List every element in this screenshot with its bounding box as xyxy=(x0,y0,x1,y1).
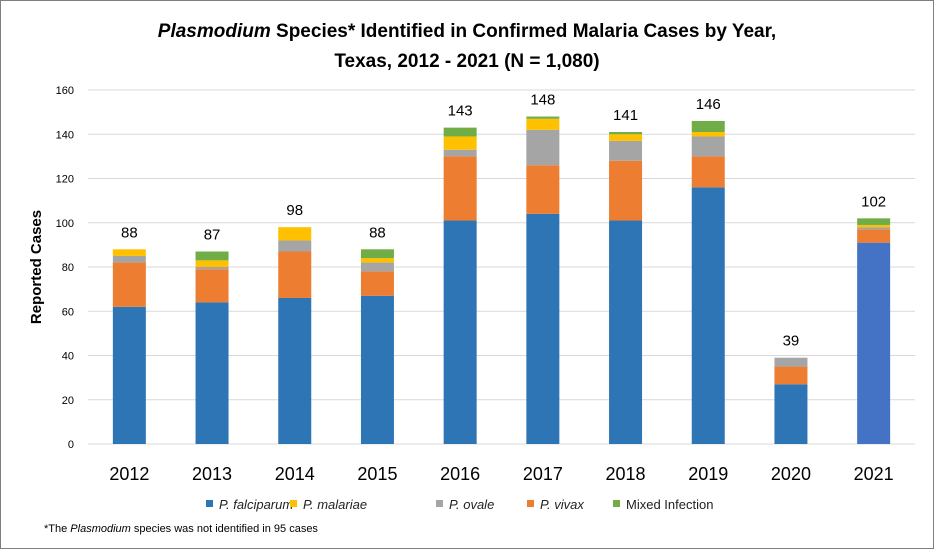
bar-segment-mixed-infection xyxy=(691,120,725,133)
legend-swatch xyxy=(206,500,213,507)
total-data-label: 102 xyxy=(861,193,886,210)
legend-swatch xyxy=(290,500,297,507)
x-tick-label: 2016 xyxy=(440,464,480,484)
bar-segment-p-falciparum xyxy=(857,242,891,444)
bar-segment-p-vivax xyxy=(526,165,560,214)
bar-segment-mixed-infection xyxy=(195,251,229,261)
chart-title-line1: Plasmodium Species* Identified in Confir… xyxy=(158,21,776,42)
bar-segment-p-ovale xyxy=(112,255,146,263)
title-rest: Species* Identified in Confirmed Malaria… xyxy=(271,21,776,42)
bar-segment-p-vivax xyxy=(691,156,725,188)
y-tick-label: 60 xyxy=(62,306,74,318)
legend-swatch xyxy=(527,500,534,507)
total-data-label: 143 xyxy=(448,103,473,120)
y-tick-label: 0 xyxy=(68,439,74,451)
x-tick-label: 2017 xyxy=(523,464,563,484)
legend-label: P. vivax xyxy=(540,497,584,512)
total-data-label: 146 xyxy=(696,96,721,113)
chart-title-line2: Texas, 2012 - 2021 (N = 1,080) xyxy=(334,51,599,72)
bar-segment-mixed-infection xyxy=(609,132,643,135)
y-axis-label: Reported Cases xyxy=(28,210,45,324)
legend-label: P. ovale xyxy=(449,497,494,512)
bar-segment-p-malariae xyxy=(857,224,891,228)
bar-segment-p-malariae xyxy=(526,118,560,130)
legend-item: P. falciparum xyxy=(206,497,293,512)
x-tick-label: 2021 xyxy=(854,464,894,484)
bar-segment-p-malariae xyxy=(691,132,725,137)
legend-label: P. falciparum xyxy=(219,497,293,512)
legend-item: P. vivax xyxy=(527,497,584,512)
y-tick-label: 80 xyxy=(62,262,74,274)
legend-label: P. malariae xyxy=(303,497,367,512)
bar-segment-p-vivax xyxy=(195,269,229,303)
bar-segment-mixed-infection xyxy=(526,116,560,119)
bar-segment-p-falciparum xyxy=(360,295,394,444)
y-tick-label: 40 xyxy=(62,351,74,363)
bar-segment-p-malariae xyxy=(443,136,477,150)
total-data-label: 141 xyxy=(613,107,638,124)
bar-segment-p-vivax xyxy=(774,366,808,385)
bar-segment-p-malariae xyxy=(112,249,146,256)
bar-segment-p-vivax xyxy=(112,262,146,307)
x-tick-label: 2014 xyxy=(275,464,315,484)
y-tick-label: 100 xyxy=(56,218,74,230)
y-tick-label: 140 xyxy=(56,129,74,141)
bar-segment-p-falciparum xyxy=(691,187,725,444)
x-tick-label: 2018 xyxy=(606,464,646,484)
bar-segment-p-ovale xyxy=(691,136,725,157)
bar-segment-p-malariae xyxy=(278,227,312,241)
bar-segment-p-vivax xyxy=(443,156,477,221)
bar-segment-p-ovale xyxy=(857,227,891,230)
total-data-label: 87 xyxy=(204,227,221,244)
x-tick-label: 2013 xyxy=(192,464,232,484)
bar-segment-p-vivax xyxy=(360,271,394,296)
total-data-label: 148 xyxy=(530,92,555,109)
x-tick-label: 2019 xyxy=(688,464,728,484)
bar-segment-p-falciparum xyxy=(609,220,643,444)
bar-segment-p-vivax xyxy=(278,251,312,298)
bar-segment-mixed-infection xyxy=(443,127,477,137)
bar-segment-p-malariae xyxy=(609,134,643,141)
bar-segment-mixed-infection xyxy=(360,249,394,259)
legend-item: Mixed Infection xyxy=(613,497,713,512)
bar-segment-p-vivax xyxy=(609,160,643,221)
bar-segment-p-ovale xyxy=(609,140,643,161)
legend-swatch xyxy=(436,500,443,507)
bar-segment-p-ovale xyxy=(526,129,560,166)
y-tick-label: 20 xyxy=(62,395,74,407)
bar-segment-p-ovale xyxy=(443,149,477,157)
total-data-label: 98 xyxy=(286,202,303,219)
bar-segment-p-falciparum xyxy=(526,213,560,444)
bar-segment-p-falciparum xyxy=(195,302,229,444)
bar-segment-p-falciparum xyxy=(112,306,146,444)
bar-segment-p-vivax xyxy=(857,229,891,243)
bar-segment-p-ovale xyxy=(195,267,229,270)
footnote: *The Plasmodium species was not identifi… xyxy=(44,523,318,535)
bar-segment-p-ovale xyxy=(774,357,808,367)
y-tick-label: 120 xyxy=(56,174,74,186)
total-data-label: 88 xyxy=(369,224,386,241)
bar-segment-p-ovale xyxy=(360,262,394,272)
title-italic: Plasmodium xyxy=(158,21,271,42)
bar-segment-p-falciparum xyxy=(278,297,312,444)
legend-label: Mixed Infection xyxy=(626,497,713,512)
legend-item: P. ovale xyxy=(436,497,494,512)
legend-swatch xyxy=(613,500,620,507)
bar-segment-p-malariae xyxy=(195,260,229,267)
bar-segment-p-malariae xyxy=(360,258,394,263)
bar-segment-mixed-infection xyxy=(857,218,891,225)
bar-segment-p-falciparum xyxy=(774,384,808,444)
x-tick-label: 2015 xyxy=(357,464,397,484)
bar-segment-p-ovale xyxy=(278,240,312,252)
bar-segment-p-falciparum xyxy=(443,220,477,444)
total-data-label: 88 xyxy=(121,224,138,241)
y-tick-label: 160 xyxy=(56,85,74,97)
legend-item: P. malariae xyxy=(290,497,367,512)
x-tick-label: 2012 xyxy=(109,464,149,484)
total-data-label: 39 xyxy=(783,333,800,350)
x-tick-label: 2020 xyxy=(771,464,811,484)
